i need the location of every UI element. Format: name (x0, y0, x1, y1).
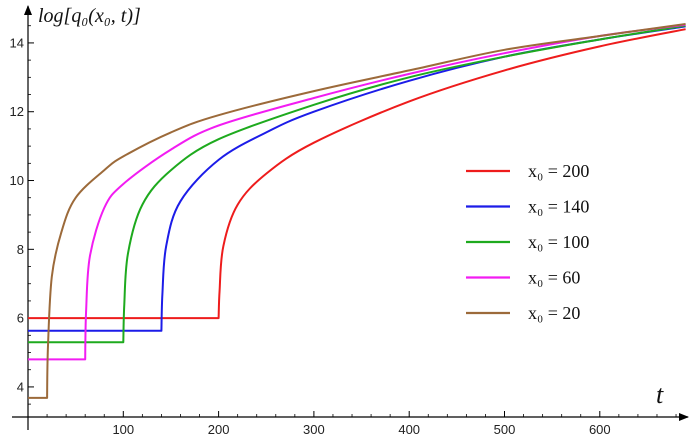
legend-label: x₀ = 200 (528, 161, 589, 181)
y-tick-label: 6 (17, 311, 24, 326)
legend-label: x₀ = 140 (528, 197, 589, 217)
y-axis-label: log[q₀(x₀, t)] (38, 5, 141, 27)
axes: 100 200 300 400 500 600 4 6 8 10 12 14 (10, 5, 689, 437)
legend-label: x₀ = 100 (528, 232, 589, 252)
x-tick-label: 100 (112, 422, 134, 437)
x-tick-label: 200 (208, 422, 230, 437)
series-line-x0-60 (28, 23, 686, 361)
y-tick-label: 14 (10, 35, 24, 50)
legend: x₀ = 200 x₀ = 140 x₀ = 100 x₀ = 60 x₀ = 20 (466, 161, 589, 323)
series-line-x0-20 (28, 23, 686, 399)
x-tick-label: 600 (589, 422, 611, 437)
y-tick-label: 4 (17, 379, 24, 394)
x-tick-label: 300 (303, 422, 325, 437)
series-group (28, 23, 686, 399)
series-line-x0-200 (28, 28, 686, 320)
legend-label: x₀ = 20 (528, 303, 580, 323)
y-tick-label: 10 (10, 173, 24, 188)
y-tick-label: 12 (10, 104, 24, 119)
x-axis-label: t (656, 380, 664, 409)
x-tick-label: 500 (494, 422, 516, 437)
y-tick-label: 8 (17, 242, 24, 257)
x-tick-label: 400 (398, 422, 420, 437)
legend-label: x₀ = 60 (528, 268, 580, 288)
series-line-x0-100 (28, 24, 686, 344)
